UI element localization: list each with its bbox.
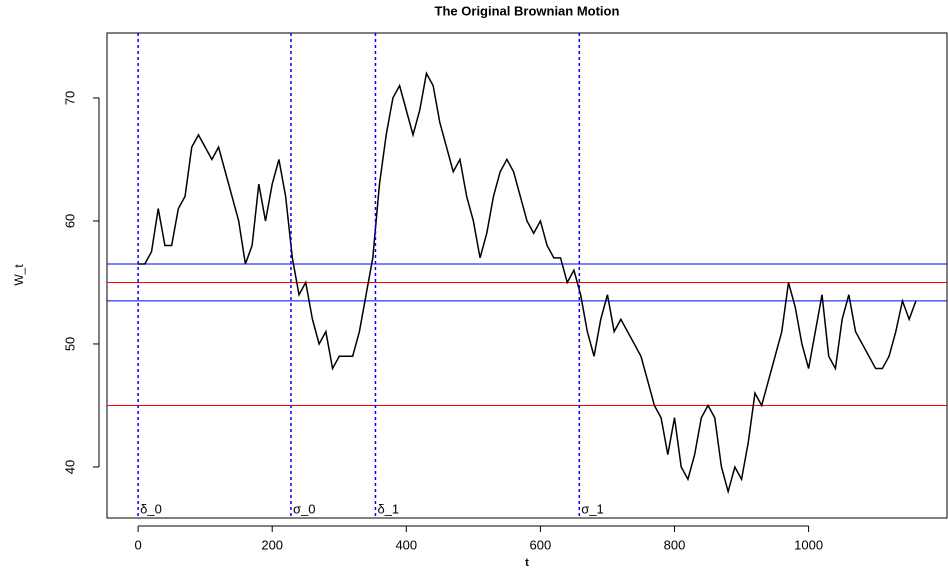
x-tick-label: 1000 (794, 537, 823, 552)
x-tick-label: 600 (530, 537, 552, 552)
x-axis-label: t (525, 557, 529, 569)
data-line (138, 71, 917, 495)
y-tick-label: 60 (62, 214, 77, 228)
chart-title: The Original Brownian Motion (435, 3, 620, 18)
x-tick-label: 800 (664, 537, 686, 552)
plot-box (106, 32, 948, 519)
x-tick-label: 400 (395, 537, 417, 552)
y-axis-label: W_t (12, 264, 26, 286)
x-tick-label: 0 (134, 537, 141, 552)
vertical-line-label: δ_1 (377, 501, 399, 516)
y-tick-label: 70 (62, 91, 77, 105)
y-tick-label: 50 (62, 337, 77, 351)
vertical-line-label: δ_0 (140, 501, 162, 516)
vertical-line-label: σ_1 (581, 501, 603, 516)
x-tick-label: 200 (261, 537, 283, 552)
y-tick-label: 40 (62, 460, 77, 474)
vertical-line-label: σ_0 (293, 501, 315, 516)
